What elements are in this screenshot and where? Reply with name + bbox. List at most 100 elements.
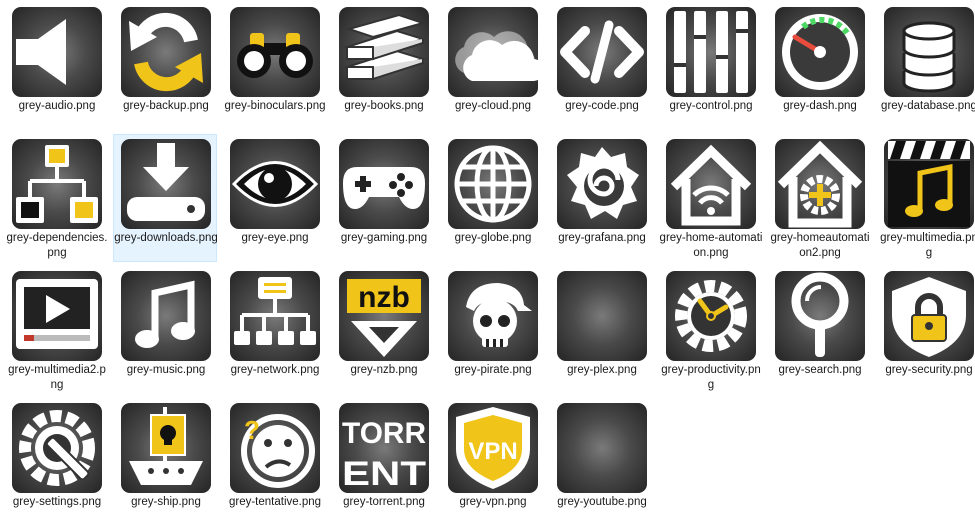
file-name[interactable]: grey-eye.png: [241, 232, 309, 244]
file-name[interactable]: grey-pirate.png: [454, 364, 532, 376]
file-name[interactable]: grey-home-automation.png: [659, 232, 763, 259]
file-name[interactable]: grey-settings.png: [12, 496, 102, 508]
file-name[interactable]: grey-dash.png: [783, 100, 857, 112]
file-thumbnail[interactable]: [775, 7, 865, 97]
file-item[interactable]: grey-code.png: [549, 2, 653, 130]
file-item[interactable]: grey-youtube.png: [549, 398, 653, 526]
file-name[interactable]: grey-ship.png: [131, 496, 201, 508]
file-name[interactable]: grey-multimedia.png: [880, 232, 975, 259]
file-item[interactable]: grey-database.png: [876, 2, 975, 130]
file-thumbnail[interactable]: [121, 7, 211, 97]
file-item[interactable]: grey-homeautomation2.png: [767, 134, 871, 262]
file-name[interactable]: grey-torrent.png: [343, 496, 425, 508]
file-item[interactable]: grey-multimedia2.png: [4, 266, 108, 394]
file-item[interactable]: grey-music.png: [113, 266, 217, 394]
file-name[interactable]: grey-gaming.png: [340, 232, 428, 244]
file-name[interactable]: grey-music.png: [126, 364, 206, 376]
file-thumbnail[interactable]: [557, 403, 647, 493]
file-item[interactable]: grey-dependencies.png: [4, 134, 108, 262]
file-thumbnail[interactable]: [230, 7, 320, 97]
file-item[interactable]: grey-plex.png: [549, 266, 653, 394]
file-name[interactable]: grey-downloads.png: [114, 232, 218, 244]
file-item[interactable]: grey-network.png: [222, 266, 326, 394]
file-item[interactable]: grey-cloud.png: [440, 2, 544, 130]
file-name[interactable]: grey-dependencies.png: [6, 232, 108, 259]
file-name[interactable]: grey-grafana.png: [558, 232, 646, 244]
file-name[interactable]: grey-vpn.png: [459, 496, 527, 508]
file-name[interactable]: grey-nzb.png: [350, 364, 418, 376]
file-name[interactable]: grey-network.png: [230, 364, 320, 376]
file-name[interactable]: grey-globe.png: [454, 232, 532, 244]
file-thumbnail[interactable]: [884, 7, 974, 97]
file-thumbnail[interactable]: [230, 139, 320, 229]
file-thumbnail[interactable]: [666, 7, 756, 97]
file-item[interactable]: grey-productivity.png: [658, 266, 762, 394]
file-thumbnail[interactable]: ?: [230, 403, 320, 493]
file-item[interactable]: grey-multimedia.png: [876, 134, 975, 262]
file-item[interactable]: grey-audio.png: [4, 2, 108, 130]
file-name[interactable]: grey-security.png: [885, 364, 973, 376]
file-thumbnail[interactable]: [557, 7, 647, 97]
file-thumbnail[interactable]: [121, 271, 211, 361]
file-item[interactable]: nzb grey-nzb.png: [331, 266, 435, 394]
file-thumbnail[interactable]: [775, 139, 865, 229]
file-item[interactable]: grey-control.png: [658, 2, 762, 130]
file-item[interactable]: grey-books.png: [331, 2, 435, 130]
file-name[interactable]: grey-control.png: [669, 100, 753, 112]
file-name[interactable]: grey-youtube.png: [557, 496, 647, 508]
file-item[interactable]: grey-dash.png: [767, 2, 871, 130]
file-thumbnail[interactable]: [448, 139, 538, 229]
file-thumbnail[interactable]: [448, 271, 538, 361]
file-item[interactable]: grey-globe.png: [440, 134, 544, 262]
file-name[interactable]: grey-database.png: [881, 100, 975, 112]
file-thumbnail[interactable]: [12, 139, 102, 229]
file-thumbnail[interactable]: [12, 403, 102, 493]
file-name[interactable]: grey-cloud.png: [454, 100, 532, 112]
file-thumbnail[interactable]: [884, 139, 974, 229]
file-thumbnail[interactable]: [339, 139, 429, 229]
file-thumbnail[interactable]: [121, 139, 211, 229]
file-item[interactable]: grey-home-automation.png: [658, 134, 762, 262]
file-item[interactable]: VPN grey-vpn.png: [440, 398, 544, 526]
file-item[interactable]: grey-eye.png: [222, 134, 326, 262]
file-item[interactable]: grey-ship.png: [113, 398, 217, 526]
file-thumbnail[interactable]: [121, 403, 211, 493]
file-item[interactable]: grey-backup.png: [113, 2, 217, 130]
file-thumbnail[interactable]: [448, 7, 538, 97]
file-item[interactable]: grey-gaming.png: [331, 134, 435, 262]
file-item[interactable]: grey-search.png: [767, 266, 871, 394]
file-name[interactable]: grey-search.png: [778, 364, 862, 376]
file-thumbnail[interactable]: [12, 7, 102, 97]
file-name[interactable]: grey-plex.png: [567, 364, 637, 376]
file-name[interactable]: grey-tentative.png: [228, 496, 322, 508]
file-name[interactable]: grey-multimedia2.png: [8, 364, 106, 391]
file-item[interactable]: grey-binoculars.png: [222, 2, 326, 130]
file-item[interactable]: grey-settings.png: [4, 398, 108, 526]
file-name[interactable]: grey-productivity.png: [661, 364, 761, 391]
file-item[interactable]: TORR ENT grey-torrent.png: [331, 398, 435, 526]
file-thumbnail[interactable]: nzb: [339, 271, 429, 361]
file-name[interactable]: grey-binoculars.png: [224, 100, 326, 112]
file-thumbnail[interactable]: [666, 271, 756, 361]
file-thumbnail[interactable]: VPN: [448, 403, 538, 493]
file-name[interactable]: grey-backup.png: [123, 100, 209, 112]
file-item[interactable]: grey-grafana.png: [549, 134, 653, 262]
file-thumbnail[interactable]: TORR ENT: [339, 403, 429, 493]
file-thumbnail[interactable]: [557, 271, 647, 361]
file-name[interactable]: grey-code.png: [565, 100, 639, 112]
sliders-icon: [674, 11, 748, 93]
file-name[interactable]: grey-audio.png: [18, 100, 96, 112]
file-item[interactable]: ? grey-tentative.png: [222, 398, 326, 526]
file-name[interactable]: grey-books.png: [344, 100, 424, 112]
file-name[interactable]: grey-homeautomation2.png: [770, 232, 870, 259]
file-item[interactable]: grey-downloads.png: [113, 134, 218, 262]
file-thumbnail[interactable]: [775, 271, 865, 361]
file-item[interactable]: grey-security.png: [876, 266, 975, 394]
file-thumbnail[interactable]: [666, 139, 756, 229]
file-thumbnail[interactable]: [557, 139, 647, 229]
file-thumbnail[interactable]: [230, 271, 320, 361]
file-thumbnail[interactable]: [339, 7, 429, 97]
file-thumbnail[interactable]: [12, 271, 102, 361]
file-item[interactable]: grey-pirate.png: [440, 266, 544, 394]
file-thumbnail[interactable]: [884, 271, 974, 361]
